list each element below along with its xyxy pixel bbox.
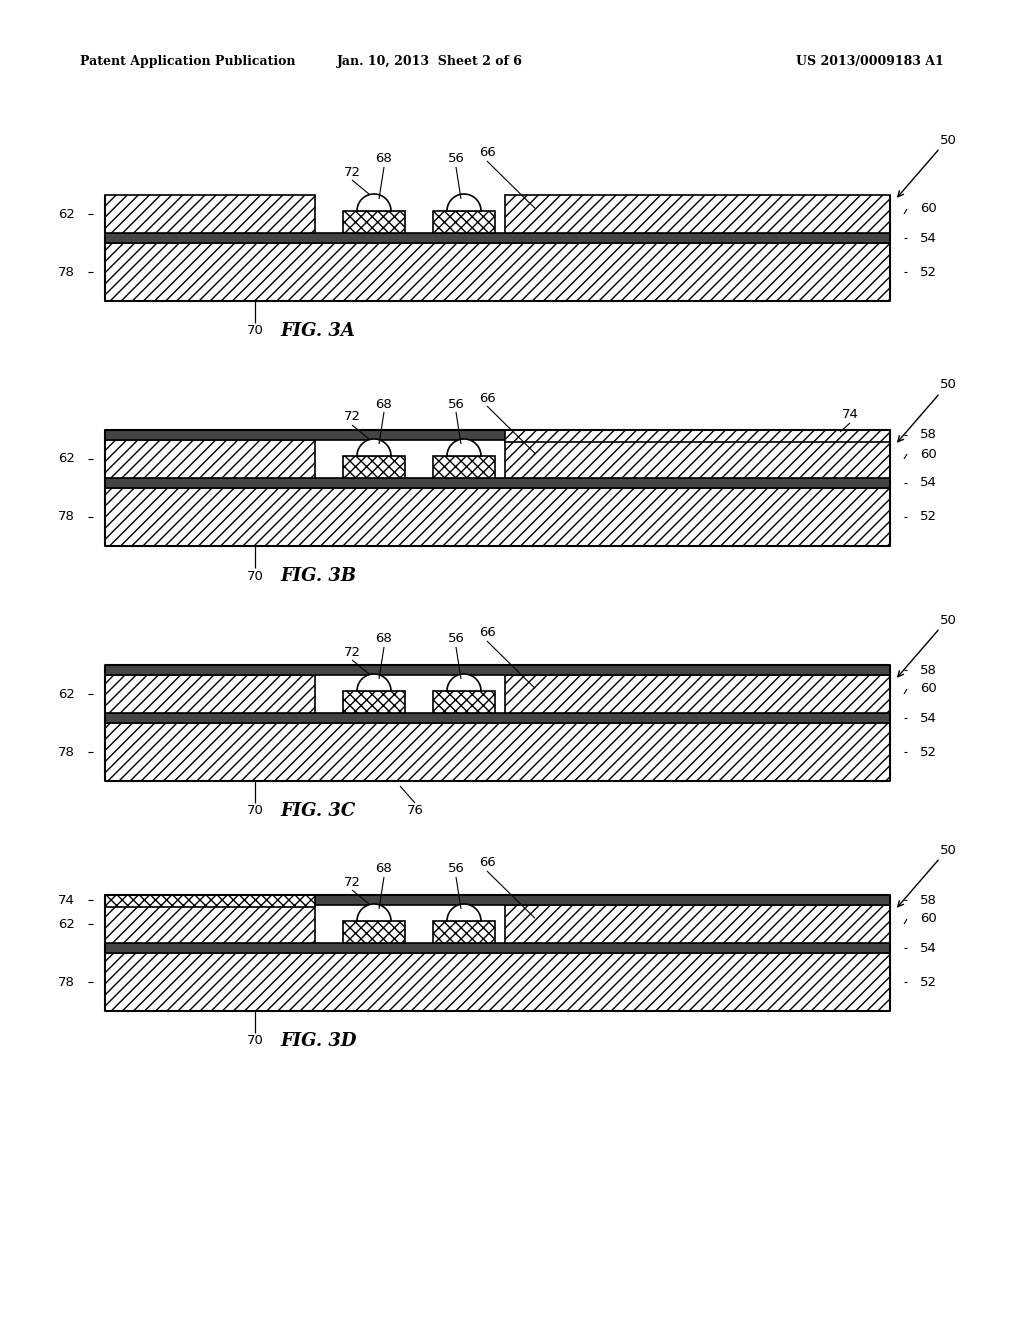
Text: 54: 54	[920, 231, 937, 244]
Text: 72: 72	[343, 645, 360, 659]
Bar	[105, 243, 890, 301]
Bar	[433, 690, 495, 713]
Text: 50: 50	[940, 133, 956, 147]
Bar	[105, 195, 315, 234]
Bar	[105, 953, 890, 1011]
Bar	[105, 895, 890, 906]
Text: 66: 66	[478, 627, 496, 639]
Bar	[433, 211, 495, 234]
Text: 60: 60	[920, 912, 937, 925]
Text: 54: 54	[920, 941, 937, 954]
Bar	[505, 440, 890, 478]
Text: FIG. 3C: FIG. 3C	[280, 803, 355, 820]
Polygon shape	[357, 675, 391, 690]
Bar	[505, 430, 890, 442]
Text: 54: 54	[920, 711, 937, 725]
Bar	[505, 675, 890, 713]
Text: 78: 78	[58, 746, 75, 759]
Bar	[105, 488, 890, 546]
Bar	[105, 440, 315, 478]
Text: 50: 50	[940, 843, 956, 857]
Polygon shape	[447, 904, 481, 921]
Text: 74: 74	[842, 408, 858, 421]
Text: 56: 56	[447, 153, 465, 165]
Polygon shape	[357, 440, 391, 455]
Bar	[433, 455, 495, 478]
Text: 58: 58	[920, 429, 937, 441]
Text: 56: 56	[447, 632, 465, 645]
Bar	[105, 906, 315, 942]
Text: FIG. 3B: FIG. 3B	[280, 568, 356, 585]
Text: 52: 52	[920, 265, 937, 279]
Text: US 2013/0009183 A1: US 2013/0009183 A1	[796, 55, 944, 69]
Text: 70: 70	[247, 325, 263, 338]
Bar	[505, 906, 890, 942]
Text: 78: 78	[58, 975, 75, 989]
Text: FIG. 3A: FIG. 3A	[280, 322, 355, 341]
Bar	[105, 942, 890, 953]
Text: 62: 62	[58, 917, 75, 931]
Text: 72: 72	[343, 165, 360, 178]
Text: 50: 50	[940, 614, 956, 627]
Bar	[105, 430, 890, 440]
Text: 60: 60	[920, 202, 937, 215]
Text: 68: 68	[376, 862, 392, 875]
Text: 62: 62	[58, 207, 75, 220]
Polygon shape	[447, 440, 481, 455]
Bar	[433, 921, 495, 942]
Text: 50: 50	[940, 379, 956, 392]
Text: 62: 62	[58, 453, 75, 466]
Text: 54: 54	[920, 477, 937, 490]
Text: FIG. 3D: FIG. 3D	[280, 1032, 356, 1049]
Bar	[343, 211, 406, 234]
Text: 70: 70	[247, 569, 263, 582]
Bar	[105, 234, 890, 243]
Bar	[105, 895, 315, 907]
Polygon shape	[447, 194, 481, 211]
Text: 76: 76	[407, 804, 424, 817]
Text: 62: 62	[58, 688, 75, 701]
Text: 58: 58	[920, 894, 937, 907]
Bar	[343, 921, 406, 942]
Text: 78: 78	[58, 265, 75, 279]
Text: 78: 78	[58, 511, 75, 524]
Text: Jan. 10, 2013  Sheet 2 of 6: Jan. 10, 2013 Sheet 2 of 6	[337, 55, 523, 69]
Bar	[343, 690, 406, 713]
Text: 66: 66	[478, 147, 496, 160]
Polygon shape	[357, 194, 391, 211]
Text: 68: 68	[376, 397, 392, 411]
Text: 70: 70	[247, 804, 263, 817]
Text: 66: 66	[478, 857, 496, 870]
Bar	[105, 665, 890, 675]
Bar	[105, 675, 315, 713]
Polygon shape	[447, 675, 481, 690]
Bar	[343, 455, 406, 478]
Text: 68: 68	[376, 153, 392, 165]
Bar	[105, 478, 890, 488]
Text: 52: 52	[920, 746, 937, 759]
Text: 60: 60	[920, 682, 937, 696]
Text: 52: 52	[920, 975, 937, 989]
Bar	[105, 713, 890, 723]
Text: 66: 66	[478, 392, 496, 404]
Text: 72: 72	[343, 875, 360, 888]
Text: 56: 56	[447, 862, 465, 875]
Text: 72: 72	[343, 411, 360, 424]
Text: Patent Application Publication: Patent Application Publication	[80, 55, 296, 69]
Text: 56: 56	[447, 397, 465, 411]
Text: 60: 60	[920, 447, 937, 461]
Text: 70: 70	[247, 1035, 263, 1048]
Polygon shape	[357, 904, 391, 921]
Text: 52: 52	[920, 511, 937, 524]
Text: 68: 68	[376, 632, 392, 645]
Bar	[505, 195, 890, 234]
Text: 58: 58	[920, 664, 937, 676]
Text: 74: 74	[58, 895, 75, 908]
Bar	[105, 723, 890, 781]
